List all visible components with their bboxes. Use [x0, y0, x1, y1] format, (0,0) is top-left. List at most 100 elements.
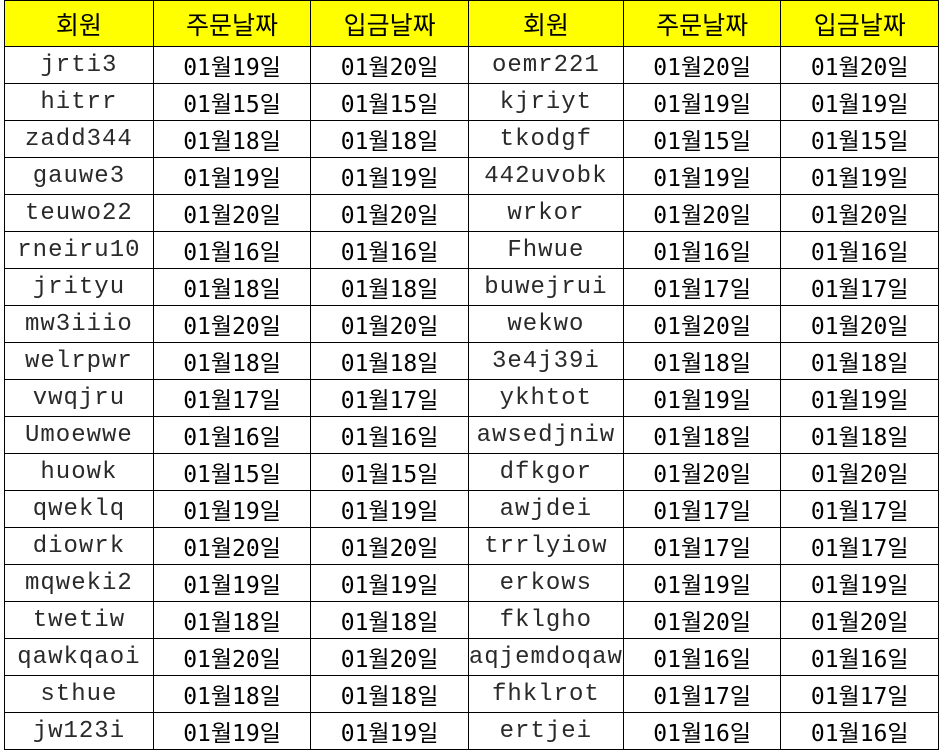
order-date-cell[interactable]: 01월16일 [152, 416, 312, 454]
payment-date-cell[interactable]: 01월16일 [310, 231, 469, 269]
payment-date-cell[interactable]: 01월20일 [780, 601, 939, 639]
member-cell[interactable]: hitrr [4, 83, 154, 121]
payment-date-cell[interactable]: 01월20일 [310, 305, 469, 343]
payment-date-cell[interactable]: 01월17일 [780, 268, 939, 306]
payment-date-cell[interactable]: 01월20일 [310, 527, 469, 565]
member-cell[interactable]: qweklq [4, 490, 154, 528]
order-date-cell[interactable]: 01월19일 [152, 712, 312, 750]
order-date-cell[interactable]: 01월20일 [152, 638, 312, 676]
order-date-cell[interactable]: 01월19일 [622, 83, 782, 121]
order-date-cell[interactable]: 01월15일 [152, 83, 312, 121]
payment-date-cell[interactable]: 01월15일 [310, 83, 469, 121]
payment-date-cell[interactable]: 01월17일 [780, 527, 939, 565]
order-date-cell[interactable]: 01월17일 [622, 527, 782, 565]
payment-date-cell[interactable]: 01월20일 [780, 453, 939, 491]
payment-date-cell[interactable]: 01월19일 [780, 379, 939, 417]
order-date-cell[interactable]: 01월19일 [622, 379, 782, 417]
order-date-cell[interactable]: 01월15일 [622, 120, 782, 158]
payment-date-cell[interactable]: 01월18일 [310, 120, 469, 158]
member-cell[interactable]: qawkqaoi [4, 638, 154, 676]
order-date-cell[interactable]: 01월18일 [152, 601, 312, 639]
member-cell[interactable]: fhklrot [467, 675, 624, 713]
order-date-cell[interactable]: 01월19일 [152, 157, 312, 195]
member-cell[interactable]: trrlyiow [467, 527, 624, 565]
payment-date-cell[interactable]: 01월19일 [780, 157, 939, 195]
order-date-cell[interactable]: 01월17일 [622, 268, 782, 306]
payment-date-cell[interactable]: 01월17일 [780, 675, 939, 713]
payment-date-cell[interactable]: 01월18일 [310, 601, 469, 639]
member-cell[interactable]: jw123i [4, 712, 154, 750]
order-date-cell[interactable]: 01월19일 [152, 490, 312, 528]
member-cell[interactable]: vwqjru [4, 379, 154, 417]
header-member[interactable]: 회원 [4, 0, 154, 47]
member-cell[interactable]: ertjei [467, 712, 624, 750]
order-date-cell[interactable]: 01월18일 [622, 342, 782, 380]
payment-date-cell[interactable]: 01월18일 [310, 675, 469, 713]
payment-date-cell[interactable]: 01월17일 [310, 379, 469, 417]
member-cell[interactable]: Fhwue [467, 231, 624, 269]
member-cell[interactable]: tkodgf [467, 120, 624, 158]
payment-date-cell[interactable]: 01월16일 [780, 712, 939, 750]
member-cell[interactable]: awsedjniw [467, 416, 624, 454]
order-date-cell[interactable]: 01월20일 [622, 453, 782, 491]
payment-date-cell[interactable]: 01월19일 [310, 157, 469, 195]
payment-date-cell[interactable]: 01월18일 [780, 342, 939, 380]
payment-date-cell[interactable]: 01월18일 [310, 268, 469, 306]
header-order-date[interactable]: 주문날짜 [152, 0, 312, 47]
member-cell[interactable]: dfkgor [467, 453, 624, 491]
payment-date-cell[interactable]: 01월15일 [310, 453, 469, 491]
member-cell[interactable]: kjriyt [467, 83, 624, 121]
header-payment-date[interactable]: 입금날짜 [310, 0, 469, 47]
header-member-2[interactable]: 회원 [467, 0, 624, 47]
order-date-cell[interactable]: 01월19일 [152, 46, 312, 84]
member-cell[interactable]: jrti3 [4, 46, 154, 84]
member-cell[interactable]: zadd344 [4, 120, 154, 158]
member-cell[interactable]: teuwo22 [4, 194, 154, 232]
member-cell[interactable]: rneiru10 [4, 231, 154, 269]
payment-date-cell[interactable]: 01월16일 [780, 638, 939, 676]
payment-date-cell[interactable]: 01월19일 [310, 490, 469, 528]
order-date-cell[interactable]: 01월18일 [152, 675, 312, 713]
order-date-cell[interactable]: 01월16일 [622, 231, 782, 269]
payment-date-cell[interactable]: 01월20일 [310, 46, 469, 84]
member-cell[interactable]: wekwo [467, 305, 624, 343]
member-cell[interactable]: wrkor [467, 194, 624, 232]
member-cell[interactable]: twetiw [4, 601, 154, 639]
order-date-cell[interactable]: 01월17일 [622, 675, 782, 713]
order-date-cell[interactable]: 01월18일 [622, 416, 782, 454]
member-cell[interactable]: 442uvobk [467, 157, 624, 195]
payment-date-cell[interactable]: 01월20일 [310, 194, 469, 232]
order-date-cell[interactable]: 01월20일 [622, 194, 782, 232]
member-cell[interactable]: sthue [4, 675, 154, 713]
order-date-cell[interactable]: 01월18일 [152, 120, 312, 158]
member-cell[interactable]: welrpwr [4, 342, 154, 380]
member-cell[interactable]: erkows [467, 564, 624, 602]
order-date-cell[interactable]: 01월16일 [152, 231, 312, 269]
order-date-cell[interactable]: 01월20일 [152, 194, 312, 232]
member-cell[interactable]: buwejrui [467, 268, 624, 306]
order-date-cell[interactable]: 01월19일 [622, 564, 782, 602]
member-cell[interactable]: jrityu [4, 268, 154, 306]
payment-date-cell[interactable]: 01월19일 [780, 83, 939, 121]
order-date-cell[interactable]: 01월18일 [152, 342, 312, 380]
order-date-cell[interactable]: 01월20일 [622, 46, 782, 84]
payment-date-cell[interactable]: 01월18일 [310, 342, 469, 380]
member-cell[interactable]: Umoewwe [4, 416, 154, 454]
header-order-date-2[interactable]: 주문날짜 [622, 0, 782, 47]
member-cell[interactable]: oemr221 [467, 46, 624, 84]
order-date-cell[interactable]: 01월16일 [622, 638, 782, 676]
order-date-cell[interactable]: 01월20일 [152, 305, 312, 343]
order-date-cell[interactable]: 01월19일 [622, 157, 782, 195]
payment-date-cell[interactable]: 01월17일 [780, 490, 939, 528]
order-date-cell[interactable]: 01월19일 [152, 564, 312, 602]
member-cell[interactable]: mw3iiio [4, 305, 154, 343]
member-cell[interactable]: 3e4j39i [467, 342, 624, 380]
payment-date-cell[interactable]: 01월16일 [780, 231, 939, 269]
order-date-cell[interactable]: 01월20일 [152, 527, 312, 565]
member-cell[interactable]: huowk [4, 453, 154, 491]
payment-date-cell[interactable]: 01월20일 [780, 305, 939, 343]
order-date-cell[interactable]: 01월15일 [152, 453, 312, 491]
member-cell[interactable]: awjdei [467, 490, 624, 528]
member-cell[interactable]: aqjemdoqaw [467, 638, 624, 676]
payment-date-cell[interactable]: 01월15일 [780, 120, 939, 158]
